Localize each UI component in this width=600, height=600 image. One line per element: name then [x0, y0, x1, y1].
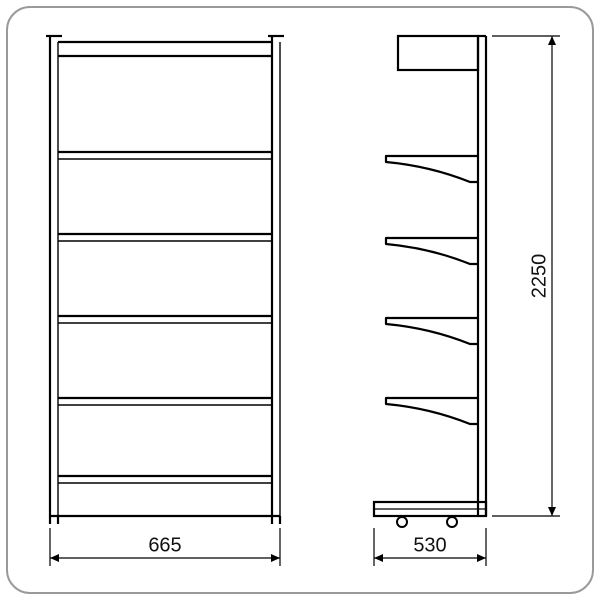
front-width-dimension-value: 665: [148, 534, 181, 556]
side-depth-dimension: 530: [374, 528, 486, 566]
side-view: 530 2250: [374, 36, 560, 566]
side-height-dimension: 2250: [492, 36, 560, 516]
side-base: [374, 502, 486, 527]
front-view: 665: [46, 36, 310, 566]
side-height-dimension-value: 2250: [528, 254, 550, 299]
front-width-dimension: 665: [50, 528, 280, 566]
technical-drawing: 665 530: [0, 0, 600, 600]
side-brackets: [386, 156, 478, 424]
side-top-panel: [398, 36, 478, 70]
side-depth-dimension-value: 530: [413, 534, 446, 556]
